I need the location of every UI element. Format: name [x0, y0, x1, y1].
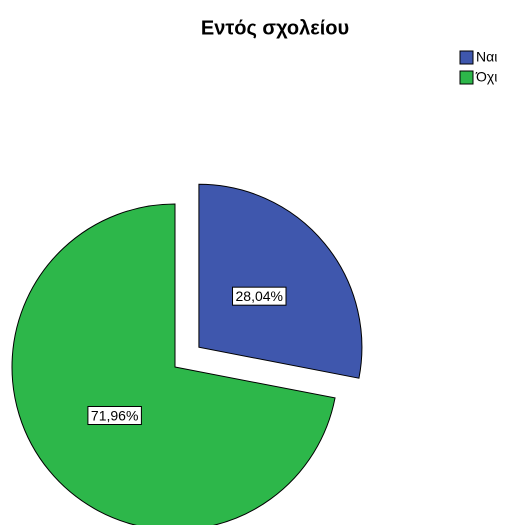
data-label-box [87, 405, 142, 425]
data-label-box [232, 286, 287, 306]
legend-swatch [459, 50, 474, 65]
legend-swatch [459, 70, 474, 85]
chart-title: Εντός σχολείου [201, 17, 349, 39]
legend-label: Ναι [476, 49, 497, 65]
pie-slice [198, 183, 363, 379]
data-label: 28,04% [236, 288, 283, 304]
legend-label: Όχι [475, 69, 497, 85]
pie-slice [11, 203, 336, 525]
data-label: 71,96% [91, 407, 138, 423]
